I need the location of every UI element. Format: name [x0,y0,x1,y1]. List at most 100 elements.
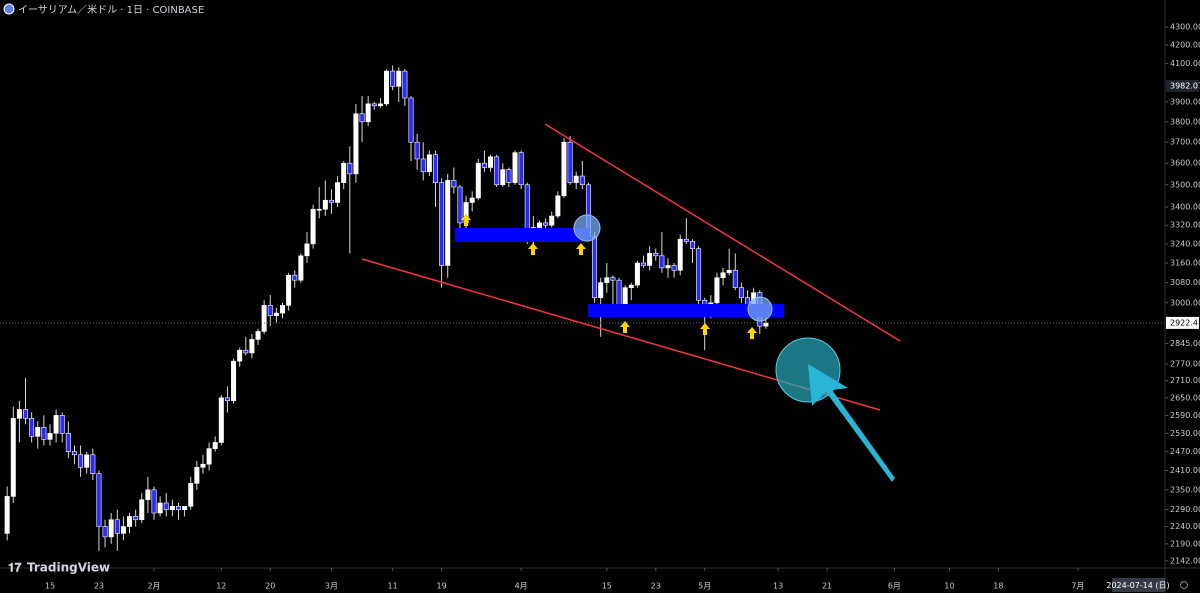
candle-body [212,442,218,449]
candle-body [41,426,47,440]
candle-body [127,516,133,527]
x-tick-label: 6月 [888,582,901,591]
candle-body [102,526,108,538]
up-arrow [461,214,471,226]
brand-logo: 𝟏𝟕 [8,561,22,575]
y-tick-label: 3240.00 [1170,239,1200,248]
candle-body [689,241,695,249]
candle-body [120,526,126,534]
candle-body [169,506,175,510]
candle-body [175,506,181,510]
candle-body [237,349,243,362]
y-tick-label: 2190.00 [1170,539,1200,548]
candle-body [549,215,555,226]
candle-body [714,277,720,304]
x-tick-label: 13 [773,582,783,591]
x-tick-label: 3月 [325,582,338,591]
candle-body [90,454,96,475]
candle-body [488,156,494,168]
candle-body [445,180,451,266]
candle-body [224,397,230,402]
candle-body [506,169,512,183]
candle-body [469,197,475,203]
y-tick-label: 3600.00 [1170,159,1200,168]
candle-body [567,141,573,183]
candle-body [555,195,561,217]
candle-body [420,158,426,173]
candle-body [188,483,194,507]
candle-body [426,154,432,173]
candle-body [4,496,10,534]
candle-body [243,349,249,354]
y-tick-label: 2650.00 [1170,393,1200,402]
candle-body [610,277,616,281]
candle-body [292,274,298,281]
candle-body [298,255,304,281]
candle-body [273,312,279,316]
candle-body [71,451,77,456]
candle-body [604,277,610,283]
up-arrow [620,321,630,333]
candle-body [439,182,445,266]
candle-body [353,113,359,175]
candle-body [322,199,328,210]
candle-body [536,222,542,228]
candle-body [500,169,506,186]
candle-body [641,262,647,266]
candle-body [414,141,420,160]
candle-body [35,426,41,437]
highlight-circle [747,296,773,322]
candle-body [206,448,212,465]
x-tick-label: 20 [265,582,275,591]
settings-icon[interactable] [1180,581,1188,589]
up-arrow [700,323,710,335]
candle-body [145,489,151,500]
support-zone [455,228,590,242]
candle-body [341,162,347,183]
candle-body [194,467,200,484]
candle-body [402,70,408,99]
candle-body [481,162,487,168]
candle-body [29,418,35,437]
price-box [1166,79,1199,92]
y-tick-label: 2142.00 [1170,556,1200,565]
y-tick-label: 3320.00 [1170,221,1200,230]
candle-body [543,222,549,226]
candle-body [267,305,273,316]
candle-body [182,506,188,510]
candle-body [659,255,665,269]
axes: 4300.00 4200.00 4100.00 3900.00 3800.00 3700.… [45,23,1200,591]
y-tick-label: 3900.00 [1170,97,1200,106]
candle-body [524,184,530,235]
candle-body [457,186,463,224]
candle-body [390,70,396,87]
candle-body [512,152,518,183]
y-tick-label: 3800.00 [1170,117,1200,126]
candle-body [598,282,604,299]
candle-body [671,265,677,271]
arrow [808,364,895,482]
y-tick-label: 3500.00 [1170,180,1200,189]
x-tick-label: 5月 [698,582,711,591]
candle-body [616,279,622,309]
plot-area [0,65,1165,551]
candle-body [377,103,383,107]
candle-body [16,409,22,419]
up-arrow [528,243,538,255]
y-tick-label: 3400.00 [1170,202,1200,211]
x-tick-label: 23 [94,582,104,591]
y-tick-label: 3000.00 [1170,298,1200,307]
candle-body [628,284,634,288]
candle-body [432,154,438,183]
candle-body [255,331,261,340]
x-tick-label: 11 [388,582,398,591]
x-tick-label: 18 [993,582,1003,591]
date-box [1112,578,1165,592]
up-arrow [576,243,586,255]
price-label: 2922.41 [1170,318,1200,327]
price-label: 3982.07 [1170,81,1200,90]
candle-body [720,272,726,279]
x-tick-label: 10 [944,582,954,591]
candle-body [139,499,145,521]
candle-body [249,339,255,354]
